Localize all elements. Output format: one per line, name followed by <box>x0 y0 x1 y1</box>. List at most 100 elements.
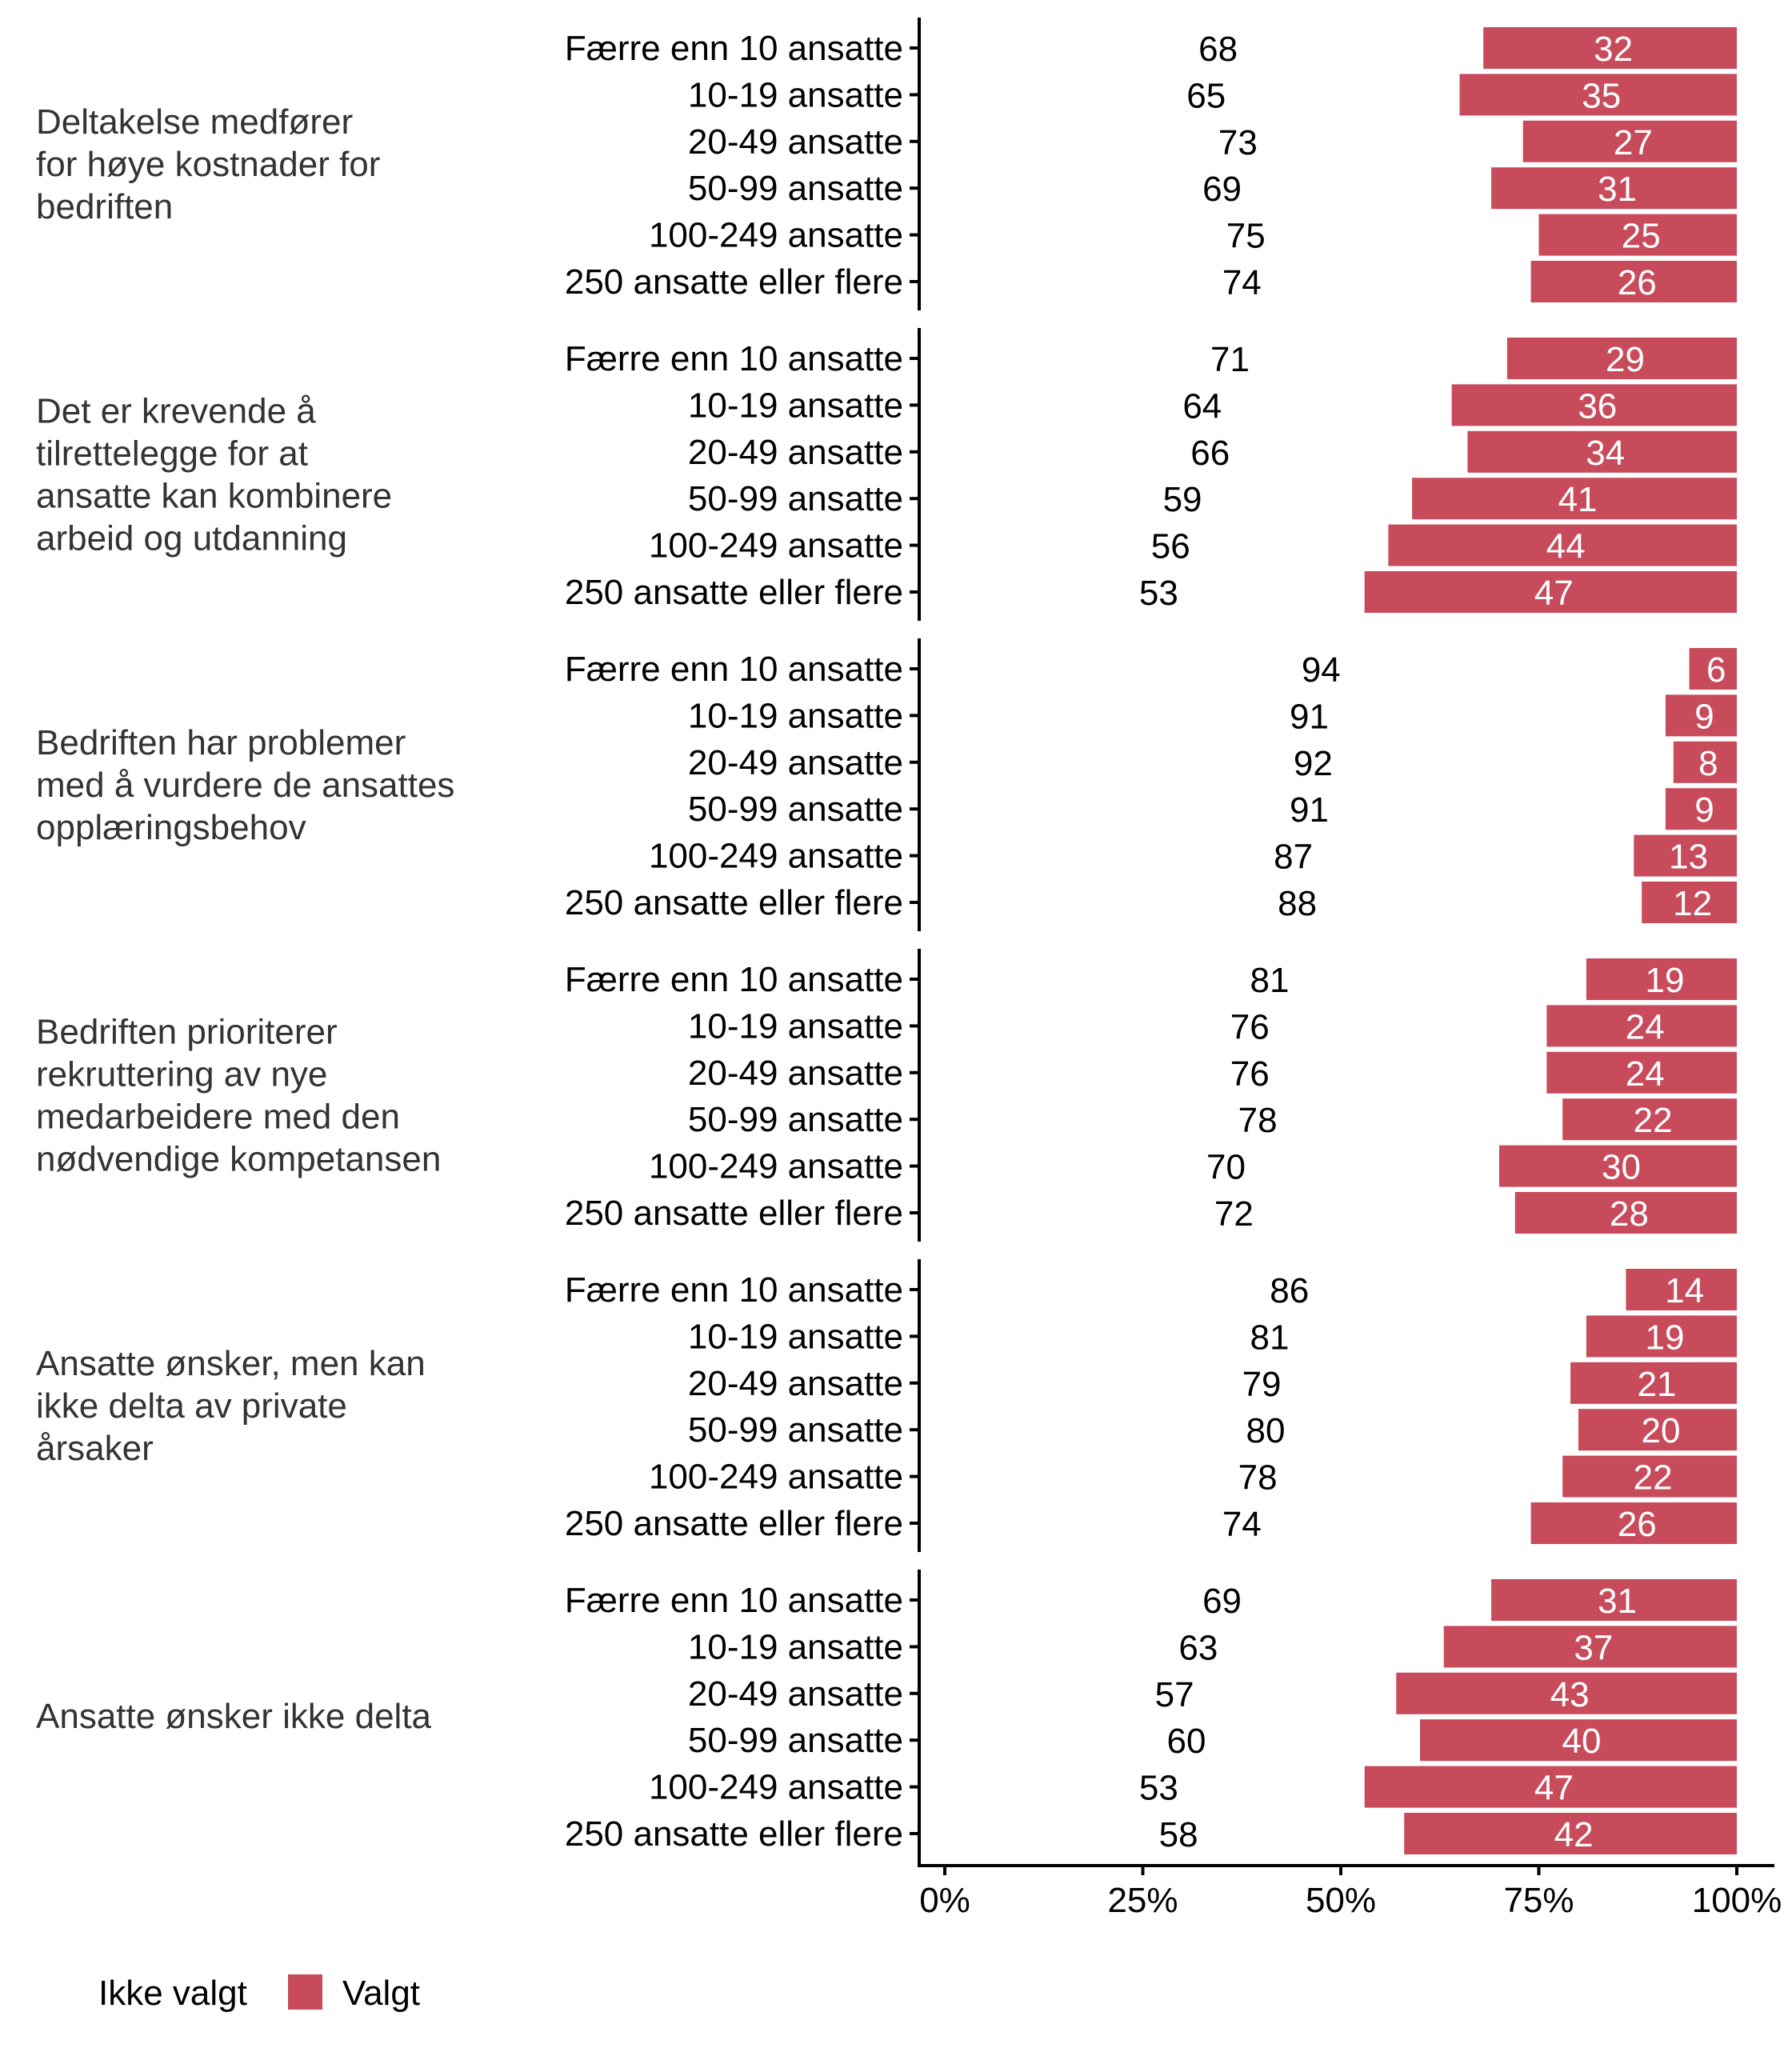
value-label-ikke-valgt: 69 <box>1202 170 1242 209</box>
bar-ikke-valgt <box>945 882 1642 923</box>
value-label-valgt: 47 <box>1534 574 1574 613</box>
value-label-ikke-valgt: 58 <box>1159 1815 1198 1854</box>
value-label-valgt: 22 <box>1634 1458 1673 1498</box>
bar-ikke-valgt <box>945 1672 1397 1714</box>
bar-ikke-valgt <box>945 834 1634 877</box>
category-label: 10-19 ansatte <box>688 75 903 114</box>
bar-valgt <box>1499 1145 1737 1187</box>
category-label: Færre enn 10 ansatte <box>565 1581 903 1620</box>
category-label: Færre enn 10 ansatte <box>565 29 903 68</box>
bar-valgt <box>1443 1626 1737 1668</box>
category-label: 10-19 ansatte <box>688 696 903 735</box>
facet-label: Det er krevende å <box>36 392 316 431</box>
value-label-valgt: 32 <box>1594 30 1633 69</box>
value-label-ikke-valgt: 81 <box>1250 1318 1289 1357</box>
facet-label: arbeid og utdanning <box>36 519 347 558</box>
value-label-valgt: 12 <box>1673 884 1712 923</box>
bar-ikke-valgt <box>945 1362 1571 1404</box>
bar-ikke-valgt <box>945 261 1531 302</box>
facet-label: Ansatte ønsker ikke delta <box>36 1697 432 1736</box>
facet-label: med å vurdere de ansattes <box>36 766 454 805</box>
value-label-valgt: 35 <box>1582 76 1621 115</box>
category-label: 20-49 ansatte <box>688 1674 903 1714</box>
bar-valgt <box>1459 74 1737 116</box>
value-label-valgt: 42 <box>1554 1815 1594 1854</box>
x-tick-label: 0% <box>919 1881 970 1920</box>
value-label-valgt: 28 <box>1610 1194 1649 1234</box>
value-label-ikke-valgt: 78 <box>1238 1101 1278 1140</box>
bar-ikke-valgt <box>945 1269 1626 1310</box>
bar-valgt <box>1522 120 1737 162</box>
bar-valgt <box>1665 694 1737 737</box>
bar-valgt <box>1420 1719 1737 1762</box>
bar-ikke-valgt <box>945 1719 1420 1762</box>
value-label-ikke-valgt: 59 <box>1163 480 1202 519</box>
facet-label: Bedriften prioriterer <box>36 1013 338 1052</box>
value-label-ikke-valgt: 53 <box>1139 574 1178 613</box>
bar-valgt <box>1689 648 1737 690</box>
legend-label-valgt: Valgt <box>342 1974 420 2013</box>
value-label-ikke-valgt: 81 <box>1250 961 1289 1000</box>
facet-label: medarbeidere med den <box>36 1098 400 1137</box>
facet-label: Deltakelse medfører <box>36 102 353 142</box>
bar-ikke-valgt <box>945 74 1460 116</box>
value-label-valgt: 26 <box>1618 1505 1657 1544</box>
bar-valgt <box>1586 958 1737 1000</box>
value-label-ikke-valgt: 68 <box>1198 30 1238 69</box>
bar-valgt <box>1546 1005 1737 1047</box>
value-label-valgt: 19 <box>1645 961 1684 1000</box>
value-label-valgt: 27 <box>1614 123 1653 162</box>
value-label-valgt: 36 <box>1578 386 1617 426</box>
value-label-ikke-valgt: 88 <box>1278 884 1317 923</box>
value-label-ikke-valgt: 76 <box>1230 1007 1270 1046</box>
value-label-ikke-valgt: 79 <box>1242 1365 1282 1404</box>
bar-ikke-valgt <box>945 338 1507 379</box>
bar-ikke-valgt <box>945 1098 1563 1141</box>
value-label-ikke-valgt: 91 <box>1290 697 1329 736</box>
value-label-valgt: 6 <box>1706 650 1726 690</box>
value-label-valgt: 44 <box>1546 527 1586 566</box>
facet-label: for høye kostnader for <box>36 145 380 184</box>
value-label-valgt: 43 <box>1550 1675 1590 1714</box>
x-tick-label: 100% <box>1692 1881 1782 1920</box>
category-label: 100-249 ansatte <box>649 1768 903 1807</box>
facet-label: bedriften <box>36 187 173 226</box>
bar-ikke-valgt <box>945 1579 1492 1621</box>
category-label: 50-99 ansatte <box>688 169 903 208</box>
bar-ikke-valgt <box>945 1005 1547 1047</box>
bar-ikke-valgt <box>945 1766 1365 1808</box>
bar-ikke-valgt <box>945 958 1586 1000</box>
bar-valgt <box>1673 741 1737 783</box>
value-label-ikke-valgt: 66 <box>1190 434 1230 473</box>
bar-valgt <box>1412 478 1737 520</box>
category-label: 10-19 ansatte <box>688 386 903 425</box>
facet-label: tilrettelegge for at <box>36 434 308 474</box>
value-label-valgt: 9 <box>1694 697 1714 736</box>
value-label-valgt: 31 <box>1598 170 1637 209</box>
value-label-ikke-valgt: 80 <box>1246 1411 1286 1450</box>
bar-valgt <box>1483 27 1737 69</box>
value-label-ikke-valgt: 69 <box>1202 1582 1242 1621</box>
bar-ikke-valgt <box>945 1145 1499 1187</box>
value-label-ikke-valgt: 72 <box>1214 1194 1254 1234</box>
bar-valgt <box>1491 1579 1737 1621</box>
bar-ikke-valgt <box>945 27 1484 69</box>
value-label-valgt: 20 <box>1642 1411 1681 1450</box>
bar-valgt <box>1634 834 1737 877</box>
bar-valgt <box>1546 1051 1737 1094</box>
legend-key-valgt <box>288 1974 322 2010</box>
bar-valgt <box>1491 167 1737 210</box>
bar-ikke-valgt <box>945 1051 1547 1094</box>
category-label: 10-19 ansatte <box>688 1317 903 1356</box>
bar-valgt <box>1562 1455 1737 1498</box>
bar-ikke-valgt <box>945 1813 1405 1854</box>
bar-valgt <box>1506 338 1737 379</box>
value-label-valgt: 14 <box>1665 1271 1704 1310</box>
value-label-ikke-valgt: 74 <box>1222 263 1262 302</box>
value-label-ikke-valgt: 91 <box>1290 790 1329 830</box>
value-label-ikke-valgt: 53 <box>1139 1769 1178 1808</box>
value-label-valgt: 31 <box>1598 1582 1637 1621</box>
value-label-ikke-valgt: 78 <box>1238 1458 1278 1498</box>
category-label: 20-49 ansatte <box>688 1054 903 1093</box>
